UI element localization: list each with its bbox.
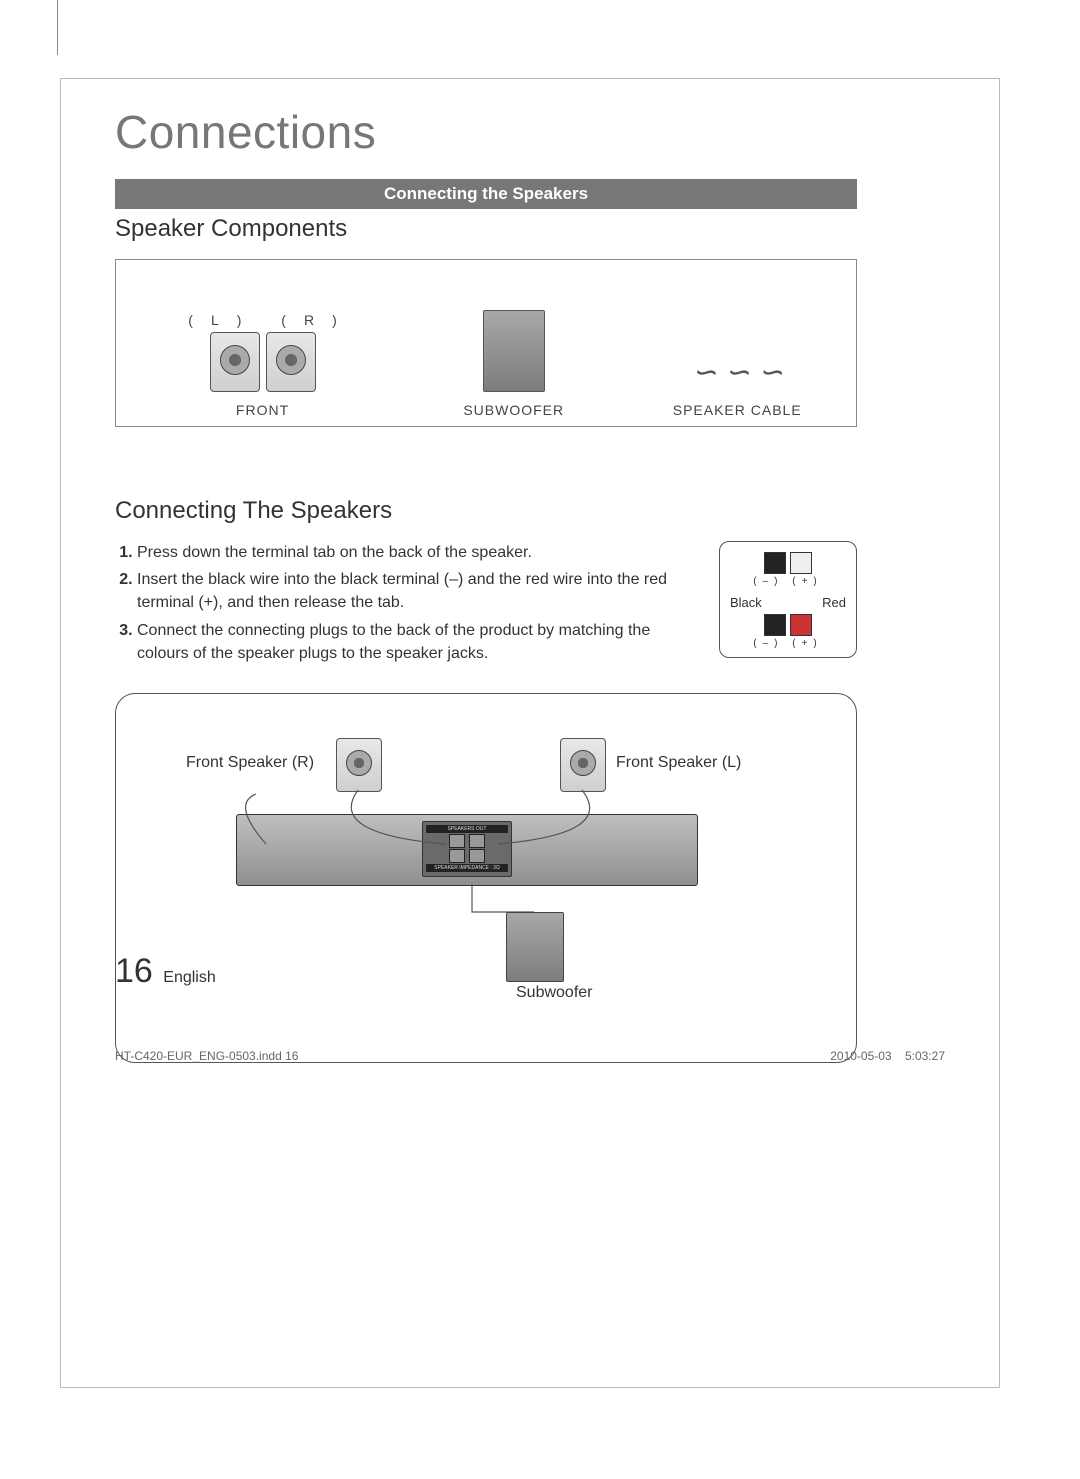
subwoofer-caption: SUBWOOFER: [463, 402, 564, 418]
terminal-poles-1: (–) (+): [726, 576, 850, 587]
page-title: Connections: [115, 105, 945, 159]
cable-caption: SPEAKER CABLE: [673, 402, 802, 418]
components-box: (L) (R) FRONT SUBWOOFER ∽ ∽ ∽ SPEAKER CA…: [115, 259, 857, 427]
terminal-poles-2: (–) (+): [726, 638, 850, 649]
page-language: English: [163, 969, 215, 986]
subwoofer-icon: [483, 310, 545, 392]
front-caption: FRONT: [236, 402, 289, 418]
lr-labels: (L) (R): [170, 312, 354, 328]
terminal-black-icon: [764, 614, 786, 636]
terminal-diagram: (–) (+) Black Red (–) (+): [719, 541, 857, 658]
footer-date: 2010-05-03: [830, 1049, 891, 1063]
section-bar-label: Connecting the Speakers: [115, 179, 857, 209]
diagram-subwoofer-icon: [506, 912, 564, 982]
footer-time: 5:03:27: [905, 1049, 945, 1063]
connection-diagram: Front Speaker (R) Front Speaker (L) Subw…: [115, 693, 857, 1063]
cable-icon: ∽: [758, 355, 783, 390]
cable-icon: ∽: [725, 355, 750, 390]
gutter-mark: [57, 0, 58, 55]
subhead-components: Speaker Components: [115, 215, 945, 243]
terminal-red-label: Red: [822, 595, 846, 610]
subwoofer-col: SUBWOOFER: [463, 310, 564, 418]
timestamp-footer: 2010-05-03 5:03:27: [830, 1049, 945, 1063]
step-2: Insert the black wire into the black ter…: [137, 568, 701, 614]
terminal-red-icon: [790, 614, 812, 636]
page-number-value: 16: [115, 952, 153, 990]
page-number: 16 English: [115, 952, 216, 991]
front-speakers-col: (L) (R) FRONT: [170, 312, 354, 418]
step-1: Press down the terminal tab on the back …: [137, 541, 701, 564]
steps-list: Press down the terminal tab on the back …: [115, 541, 701, 669]
front-speaker-r-icon: [266, 332, 316, 392]
step-3: Connect the connecting plugs to the back…: [137, 619, 701, 665]
subhead-connecting: Connecting The Speakers: [115, 497, 945, 525]
section-bar: Connecting the Speakers: [115, 179, 857, 209]
front-speaker-l-icon: [210, 332, 260, 392]
terminal-black-label: Black: [730, 595, 762, 610]
terminal-black-icon: [764, 552, 786, 574]
cable-col: ∽ ∽ ∽ SPEAKER CABLE: [673, 352, 802, 418]
wires-icon: [116, 694, 856, 1062]
indd-footer: HT-C420-EUR_ENG-0503.indd 16: [115, 1049, 298, 1063]
terminal-tab-icon: [790, 552, 812, 574]
cable-icon: ∽: [691, 355, 716, 390]
